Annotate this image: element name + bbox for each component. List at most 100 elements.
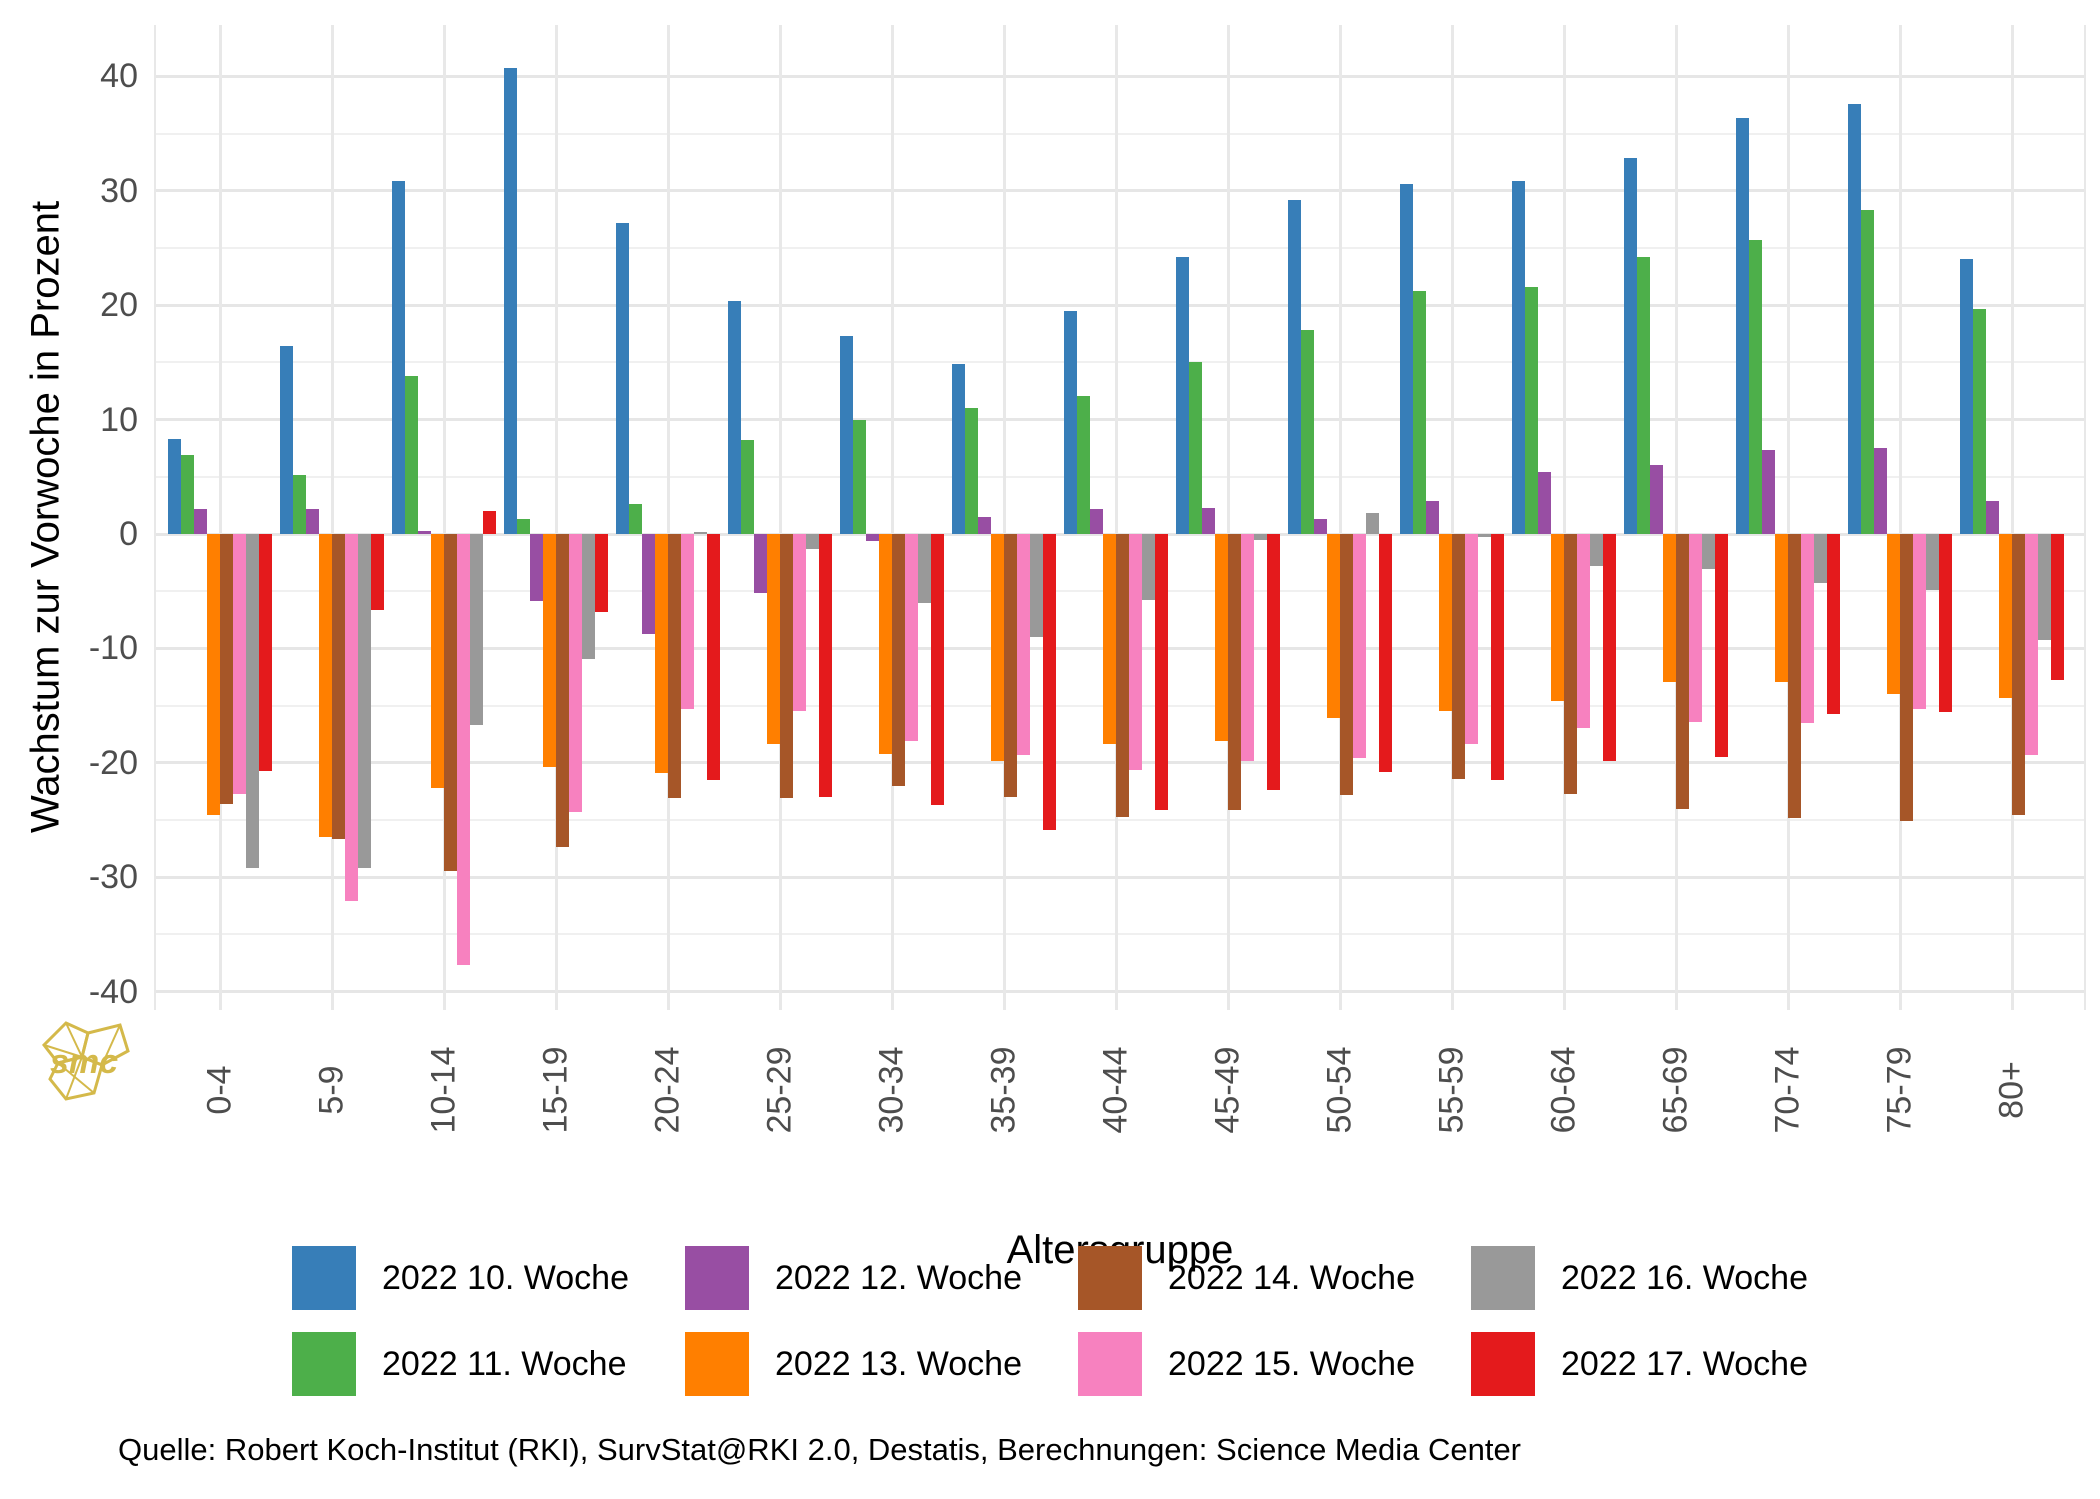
x-tick-label-text: 70-74 [1768,1046,1807,1134]
bar-2022w11w-0-4 [181,455,194,534]
bar-2022w17w-35-39 [1043,534,1056,831]
legend-item-2022-16-: 2022 16. Woche [1471,1246,1808,1310]
smc-logo-text: smc [50,1043,118,1081]
legend-label: 2022 13. Woche [775,1344,1022,1383]
legend-column-1: 2022 10. Woche 2022 11. Woche [292,1246,629,1396]
bar-2022w14w-55-59 [1452,534,1465,779]
legend-column-2: 2022 12. Woche 2022 13. Woche [685,1246,1022,1396]
gridline-x-0-4 [218,25,222,1010]
x-tick-label-text: 25-29 [760,1046,799,1134]
bar-2022w15w-75-79 [1913,534,1926,710]
legend-label: 2022 10. Woche [382,1258,629,1297]
legend-swatch [1078,1246,1142,1310]
bar-2022w17w-75-79 [1939,534,1952,713]
legend-item-2022-13-: 2022 13. Woche [685,1332,1022,1396]
y-tick-label-30: 30 [100,171,138,210]
bar-2022w15w-25-29 [793,534,806,712]
bar-2022w16w-30-34 [918,534,931,603]
bar-2022w16w-45-49 [1254,534,1267,540]
bar-2022w10w-45-49 [1176,257,1189,534]
gridline-x-65-69 [1674,25,1678,1010]
gridline-minor-5 [155,475,2085,478]
gridline-x-20-24 [666,25,670,1010]
legend-swatch [1471,1332,1535,1396]
gridline-major--40 [155,990,2085,994]
bar-2022w13w-40-44 [1103,534,1116,745]
bar-2022w10w-30-34 [840,336,853,534]
bar-2022w12w-5-9 [306,508,319,534]
bar-2022w16w-40-44 [1142,534,1155,601]
bar-2022w12w-10-14 [418,530,431,534]
gridline-x-75-79 [1898,25,1902,1010]
legend-label: 2022 11. Woche [382,1344,627,1383]
bar-2022w13w-30-34 [879,534,892,754]
bar-2022w12w-45-49 [1202,507,1215,534]
bar-2022w16w-65-69 [1702,534,1715,570]
bar-2022w14w-35-39 [1004,534,1017,798]
gridline-minor--25 [155,819,2085,821]
bar-2022w11w-10-14 [405,376,418,534]
bar-2022w15w-60-64 [1577,534,1590,729]
bar-2022w13w-20-24 [655,534,668,774]
bar-2022w14w-20-24 [668,534,681,799]
bar-2022w14w-30-34 [892,534,905,786]
bar-2022w17w-20-24 [707,534,720,780]
gridline-x-15-19 [554,25,558,1010]
legend-swatch [1471,1246,1535,1310]
bar-2022w12w-75-79 [1874,448,1887,534]
legend-item-2022-14-: 2022 14. Woche [1078,1246,1415,1310]
smc-logo-icon: smc [42,1021,130,1101]
bar-2022w16w-55-59 [1478,534,1491,538]
bar-2022w13w-5-9 [319,534,332,838]
bar-2022w12w-65-69 [1650,465,1663,534]
bar-2022w13w-80+ [1999,534,2012,698]
bar-2022w12w-60-64 [1538,472,1551,534]
legend-swatch [685,1332,749,1396]
bar-2022w13w-15-19 [543,534,556,768]
bar-2022w10w-40-44 [1064,310,1077,534]
x-tick-label-text: 30-34 [872,1046,911,1134]
bar-2022w15w-45-49 [1241,534,1254,761]
bar-2022w13w-10-14 [431,534,444,788]
x-tick-label-text: 35-39 [984,1046,1023,1134]
gridline-x-55-59 [1450,25,1454,1010]
bar-2022w11w-45-49 [1189,362,1202,534]
bar-2022w15w-10-14 [457,534,470,966]
legend-swatch [685,1246,749,1310]
gridline-minor-25 [155,247,2085,249]
legend-swatch [1078,1332,1142,1396]
bar-2022w11w-40-44 [1077,395,1090,534]
smc-watermark-logo: smc [36,1005,132,1115]
gridline-minor-35 [155,132,2085,135]
source-caption: Quelle: Robert Koch-Institut (RKI), Surv… [118,1432,1522,1467]
bar-2022w15w-5-9 [345,534,358,902]
bar-2022w12w-30-34 [866,534,879,541]
bar-2022w14w-15-19 [556,534,569,848]
x-tick-label-text: 75-79 [1880,1046,1919,1134]
legend-item-2022-11-: 2022 11. Woche [292,1332,629,1396]
bar-2022w11w-60-64 [1525,286,1538,534]
bar-2022w16w-35-39 [1030,534,1043,637]
bar-2022w15w-15-19 [569,534,582,812]
bar-2022w10w-10-14 [392,180,405,534]
bar-2022w12w-35-39 [978,516,991,534]
x-tick-label-text: 45-49 [1208,1046,1247,1134]
gridline-x-80+ [2010,25,2014,1010]
gridline-minor-15 [155,361,2085,364]
bar-2022w12w-50-54 [1314,519,1327,534]
bar-2022w13w-70-74 [1775,534,1788,682]
bar-2022w16w-70-74 [1814,534,1827,584]
bar-2022w12w-15-19 [530,534,543,602]
gridline-x-10-14 [442,25,446,1010]
bar-2022w12w-40-44 [1090,508,1103,534]
bar-2022w10w-25-29 [728,300,741,534]
bar-2022w14w-75-79 [1900,534,1913,822]
y-tick-label--10: -10 [88,629,138,668]
y-tick-label--40: -40 [88,972,138,1011]
bar-2022w13w-45-49 [1215,534,1228,742]
legend-label: 2022 14. Woche [1168,1258,1415,1297]
bar-2022w10w-35-39 [952,363,965,534]
bar-2022w12w-70-74 [1762,450,1775,534]
x-tick-label-text: 5-9 [312,1065,351,1115]
